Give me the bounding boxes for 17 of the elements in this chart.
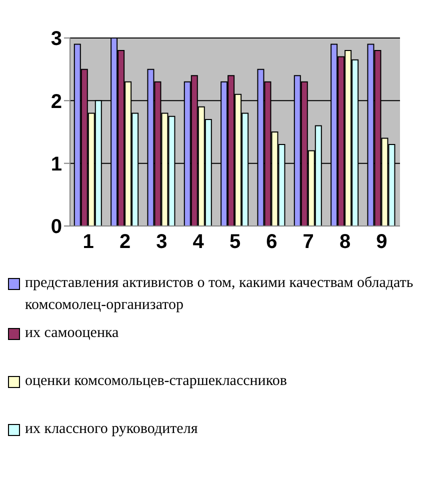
x-tick-label: 2 bbox=[119, 231, 131, 254]
y-tick-label: 2 bbox=[50, 90, 62, 113]
x-tick-label: 3 bbox=[156, 231, 168, 254]
x-tick-label: 6 bbox=[266, 231, 278, 254]
y-tick-label: 0 bbox=[50, 216, 62, 238]
legend-label: оценки комсомольцев-старшеклассников bbox=[25, 372, 287, 391]
legend-label: их классного руководителя bbox=[25, 420, 198, 439]
x-tick-label: 4 bbox=[192, 231, 205, 254]
y-tick-label: 1 bbox=[50, 153, 62, 176]
x-tick-label: 5 bbox=[229, 231, 241, 254]
x-tick-label: 8 bbox=[339, 231, 351, 254]
x-tick-label: 9 bbox=[376, 231, 388, 254]
y-tick-label: 3 bbox=[50, 28, 62, 50]
legend-label: представления активистов о том, какими качествам обладать комсомолец-организатор bbox=[25, 274, 414, 315]
x-tick-label: 1 bbox=[82, 231, 94, 254]
x-tick-label: 7 bbox=[302, 231, 314, 254]
legend-label: их самооценка bbox=[25, 324, 119, 343]
